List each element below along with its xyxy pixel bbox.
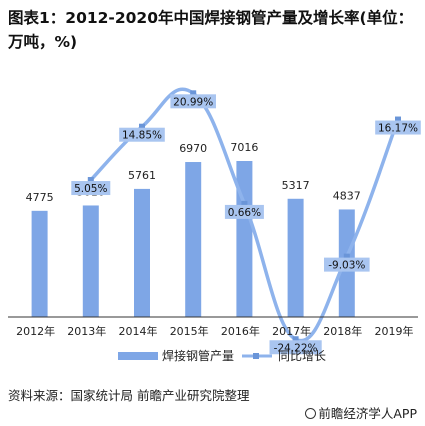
x-tick-label: 2015年 (170, 324, 209, 338)
growth-point (343, 253, 350, 260)
bar (31, 210, 48, 317)
brand-watermark: 前瞻经济学人APP (305, 403, 417, 422)
growth-value-label: 20.99% (173, 96, 213, 108)
growth-point (139, 123, 145, 130)
x-tick-label: 2012年 (16, 324, 55, 338)
bar (185, 162, 202, 317)
x-axis-tick-labels: 2012年 2013年 2014年 2015年 2016年 2017年 2018年 2019年 (16, 324, 413, 338)
bar (82, 205, 99, 317)
growth-point (190, 90, 197, 97)
bar-value-label: 5761 (128, 169, 156, 182)
legend: 焊接钢管产量 同比增长 (118, 348, 326, 363)
legend-line-label: 同比增长 (278, 349, 326, 363)
legend-bar-swatch (118, 352, 158, 360)
growth-line (89, 87, 400, 343)
chart-title: 图表1：2012-2020年中国焊接钢管产量及增长率(单位：万吨，%) (8, 9, 414, 51)
bar (134, 188, 150, 317)
bar-value-label: 5317 (282, 179, 310, 192)
growth-label-box (71, 181, 111, 196)
bar (287, 198, 304, 317)
growth-value-labels: 5.05% 14.85% 20.99% 0.66% -24.22% -9.03% 16.17… (71, 94, 421, 355)
bar (236, 161, 253, 317)
growth-value-label: -9.03% (328, 260, 365, 272)
x-tick-label: 2017年 (272, 324, 311, 338)
growth-point (87, 177, 94, 184)
growth-label-box (269, 340, 322, 355)
growth-label-box (119, 127, 165, 142)
legend-bar-label: 焊接钢管产量 (162, 348, 234, 363)
bar-value-label: 6970 (179, 142, 207, 155)
x-tick-label: 2014年 (119, 324, 158, 338)
growth-point (241, 200, 248, 207)
bar-value-label: 7016 (230, 141, 258, 154)
x-tick-label: 2016年 (221, 324, 260, 338)
growth-label-box (170, 94, 216, 109)
growth-point (395, 116, 401, 123)
x-tick-label: 2019年 (375, 324, 414, 338)
x-tick-label: 2013年 (67, 324, 106, 338)
growth-label-box (224, 204, 264, 219)
growth-value-label: 0.66% (228, 207, 261, 219)
legend-line-marker (253, 353, 259, 359)
x-tick-label: 2018年 (323, 324, 362, 338)
growth-value-label: 16.17% (378, 123, 418, 135)
growth-point (292, 336, 299, 343)
source-note: 资料来源：国家统计局 前瞻产业研究院整理 (8, 388, 250, 403)
growth-value-label: -24.22% (274, 342, 318, 354)
bar-value-label: 4837 (333, 189, 361, 202)
growth-label-box (324, 257, 370, 272)
brand-text: 前瞻经济学人APP (318, 406, 417, 421)
bar-value-label: 4775 (26, 191, 54, 204)
growth-value-label: 5.05% (74, 183, 107, 195)
growth-line-series (87, 87, 401, 343)
brand-logo-icon (305, 408, 317, 419)
growth-value-label: 14.85% (122, 130, 162, 142)
growth-label-box (375, 120, 421, 135)
